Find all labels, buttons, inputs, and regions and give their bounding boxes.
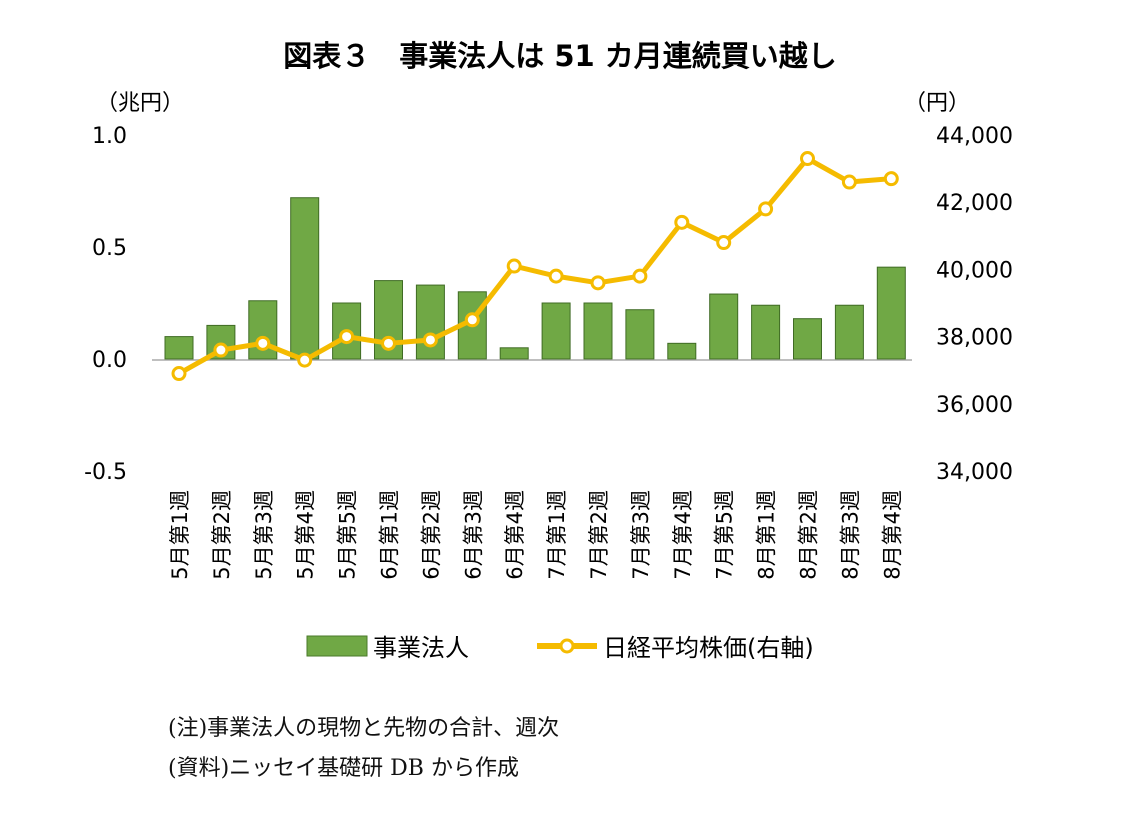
bar [667, 342, 697, 360]
legend-bar-label: 事業法人 [373, 634, 469, 662]
x-axis-label: 6月第2週 [419, 490, 443, 580]
line-path [177, 156, 892, 376]
bar [415, 284, 445, 360]
line-point [674, 214, 690, 230]
bar [793, 318, 822, 360]
source-line: (資料)ニッセイ基礎研 DB から作成 [168, 756, 519, 781]
x-axis-label: 5月第4週 [294, 490, 318, 580]
x-axis-label: 8月第2週 [797, 490, 821, 580]
line-series [171, 151, 899, 382]
x-axis-label: 8月第1週 [755, 490, 779, 580]
bar [876, 266, 906, 360]
x-axis-label: 5月第2週 [210, 490, 234, 580]
left-axis-tick: 1.0 [92, 124, 127, 149]
x-axis-labels: 5月第1週 5月第2週 5月第3週 5月第4週 5月第5週 6月第1週 6月第2週 6月第3週… [168, 490, 904, 580]
x-axis-label: 5月第1週 [168, 490, 192, 580]
x-axis-label: 8月第3週 [838, 490, 862, 580]
right-axis-tick: 38,000 [936, 326, 1013, 351]
x-axis-label: 5月第3週 [252, 490, 276, 580]
legend-line-label: 日経平均株価(右軸) [603, 634, 814, 662]
left-axis-tick: 0.5 [92, 236, 127, 261]
x-axis-label: 6月第1週 [378, 490, 402, 580]
bar [751, 304, 781, 360]
bar [709, 293, 739, 360]
right-axis-tick: 40,000 [936, 258, 1013, 283]
chart-title: 図表３ 事業法人は 51 カ月連続買い越し [283, 39, 837, 73]
line-point [548, 268, 564, 284]
line-point [255, 335, 271, 351]
line-point [590, 275, 606, 291]
x-axis-label: 5月第5週 [336, 490, 360, 580]
line-point [716, 235, 732, 251]
line-point [422, 332, 438, 348]
line-point [841, 174, 857, 190]
line-point [758, 201, 774, 217]
legend: 事業法人 日経平均株価(右軸) [306, 634, 814, 662]
x-axis-label: 7月第5週 [713, 490, 737, 580]
right-axis-ticks: 44,000 42,000 40,000 38,000 36,000 34,000 [936, 124, 1013, 485]
right-axis-tick: 34,000 [936, 460, 1013, 485]
left-axis-tick: 0.0 [92, 348, 127, 373]
bar [499, 347, 529, 360]
right-axis-unit: （円） [904, 91, 970, 116]
bar [290, 197, 320, 360]
x-axis-label: 7月第2週 [587, 490, 611, 580]
line-point [883, 171, 899, 187]
x-axis-label: 7月第3週 [629, 490, 653, 580]
x-axis-label: 6月第4週 [503, 490, 527, 580]
left-axis-ticks: 1.0 0.5 0.0 -0.5 [84, 124, 127, 485]
line-point [632, 268, 648, 284]
right-axis-tick: 36,000 [936, 393, 1013, 418]
x-axis-label: 8月第4週 [880, 490, 904, 580]
bar [541, 302, 571, 360]
x-axis-label: 7月第1週 [545, 490, 569, 580]
right-axis-tick: 44,000 [936, 124, 1013, 149]
line-point [213, 342, 229, 358]
line-point [464, 312, 480, 328]
x-axis-label: 6月第3週 [461, 490, 485, 580]
chart: 図表３ 事業法人は 51 カ月連続買い越し （兆円） （円） 1.0 0.5 0.0… [84, 39, 1013, 662]
bar-series [164, 197, 906, 360]
bar [583, 302, 613, 360]
note-line: (注)事業法人の現物と先物の合計、週次 [168, 716, 560, 741]
left-axis-unit: （兆円） [96, 91, 184, 116]
x-axis-label: 7月第4週 [671, 490, 695, 580]
line-point [800, 151, 815, 167]
bar [164, 336, 194, 360]
line-point [297, 352, 313, 368]
bar [625, 309, 655, 360]
line-point [339, 329, 355, 345]
legend-bar-swatch [306, 635, 368, 657]
line-point [381, 335, 396, 351]
line-point [506, 258, 522, 274]
legend-line-marker [559, 638, 575, 654]
bar [834, 304, 864, 360]
line-point [171, 366, 187, 382]
right-axis-tick: 42,000 [936, 191, 1013, 216]
left-axis-tick: -0.5 [84, 460, 127, 485]
